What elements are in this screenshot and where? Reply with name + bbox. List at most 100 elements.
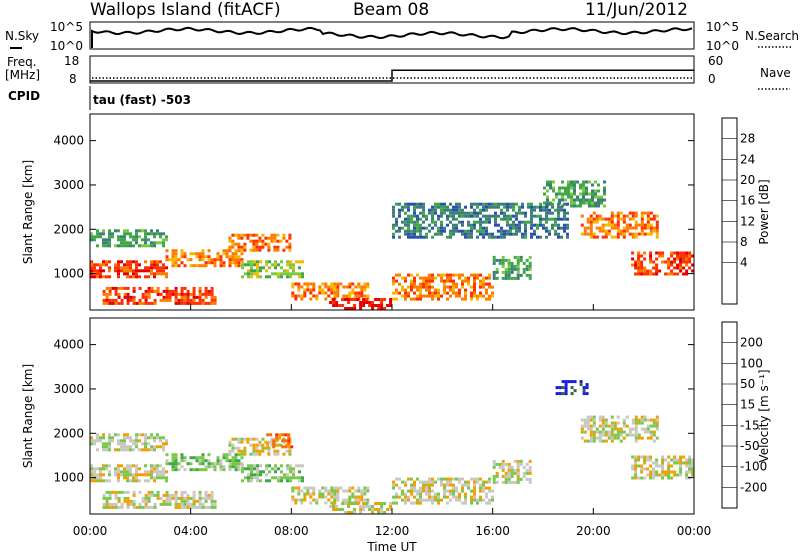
heatmap-cell: [90, 473, 93, 477]
heatmap-cell: [332, 304, 336, 307]
heatmap-cell: [280, 476, 283, 480]
heatmap-cell: [198, 264, 202, 268]
heatmap-cell: [135, 433, 138, 437]
heatmap-cell: [640, 421, 644, 425]
heatmap-cell: [589, 220, 593, 224]
heatmap-cell: [280, 272, 283, 276]
freq-tick-bottom: 8: [69, 72, 77, 86]
heatmap-cell: [262, 470, 265, 474]
heatmap-cell: [286, 464, 289, 468]
heatmap-cell: [289, 467, 292, 471]
heatmap-cell: [231, 245, 235, 249]
heatmap-cell: [277, 476, 280, 480]
heatmap-cell: [180, 496, 184, 500]
heatmap-cell: [473, 220, 476, 224]
heatmap-cell: [616, 223, 620, 227]
heatmap-cell: [652, 217, 656, 221]
heatmap-cell: [473, 489, 476, 493]
heatmap-cell: [171, 496, 175, 500]
heatmap-cell: [344, 511, 348, 514]
heatmap-cell: [601, 433, 605, 437]
heatmap-cell: [649, 436, 653, 440]
heatmap-cell: [652, 229, 656, 233]
heatmap-cell: [640, 266, 644, 270]
heatmap-cell: [144, 229, 147, 233]
heatmap-cell: [249, 443, 253, 447]
heatmap-cell: [643, 272, 647, 276]
heatmap-cell: [289, 275, 292, 279]
heatmap-cell: [482, 220, 485, 224]
heatmap-cell: [482, 486, 485, 490]
heatmap-cell: [413, 279, 416, 283]
heatmap-cell: [688, 461, 692, 465]
heatmap-cell: [162, 238, 165, 242]
heatmap-cell: [348, 495, 352, 499]
heatmap-cell: [105, 298, 109, 302]
heatmap-cell: [287, 442, 291, 446]
heatmap-cell: [90, 269, 93, 273]
heatmap-cell: [536, 214, 539, 218]
heatmap-cell: [135, 464, 138, 468]
heatmap-cell: [90, 266, 93, 270]
heatmap-cell: [237, 233, 241, 237]
heatmap-cell: [162, 499, 166, 503]
heatmap-cell: [507, 465, 511, 469]
heatmap-cell: [258, 245, 262, 249]
heatmap-cell: [422, 214, 425, 218]
heatmap-cell: [470, 223, 473, 227]
heatmap-cell: [135, 260, 138, 264]
heatmap-cell: [204, 505, 208, 509]
heatmap-cell: [570, 195, 573, 199]
heatmap-cell: [661, 455, 665, 459]
heatmap-cell: [234, 258, 238, 262]
heatmap-cell: [425, 276, 428, 280]
heatmap-cell: [580, 418, 584, 422]
heatmap-cell: [171, 453, 175, 457]
heatmap-cell: [300, 294, 304, 298]
heatmap-cell: [222, 252, 226, 256]
heatmap-cell: [102, 445, 105, 449]
heatmap-cell: [231, 446, 235, 450]
heatmap-cell: [539, 214, 542, 218]
heatmap-cell: [664, 458, 668, 462]
colorbar-tick-label: 12: [740, 214, 755, 228]
heatmap-cell: [398, 226, 401, 230]
heatmap-cell: [295, 272, 298, 276]
heatmap-cell: [446, 276, 449, 280]
heatmap-cell: [610, 214, 614, 218]
heatmap-cell: [464, 279, 467, 283]
heatmap-cell: [498, 462, 502, 466]
heatmap-cell: [330, 282, 334, 286]
heatmap-cell: [501, 462, 505, 466]
heatmap-cell: [488, 486, 491, 490]
heatmap-cell: [261, 233, 265, 237]
heatmap-cell: [440, 214, 443, 218]
heatmap-cell: [156, 436, 159, 440]
heatmap-cell: [153, 470, 156, 474]
heatmap-cell: [237, 242, 241, 246]
nave-label: Nave: [760, 66, 791, 80]
heatmap-cell: [207, 292, 211, 296]
heatmap-cell: [513, 255, 517, 259]
heatmap-cell: [129, 298, 133, 302]
heatmap-cell: [591, 198, 594, 202]
heatmap-cell: [93, 235, 96, 239]
heatmap-cell: [634, 467, 638, 471]
heatmap-cell: [165, 295, 169, 299]
heatmap-cell: [661, 470, 665, 474]
heatmap-cell: [120, 505, 124, 509]
heatmap-cell: [207, 301, 211, 305]
heatmap-cell: [156, 496, 160, 500]
heatmap-cell: [159, 473, 162, 477]
heatmap-cell: [500, 226, 503, 230]
heatmap-cell: [374, 298, 378, 301]
heatmap-cell: [494, 217, 497, 221]
heatmap-cell: [270, 440, 274, 444]
heatmap-cell: [189, 505, 193, 509]
heatmap-cell: [123, 470, 126, 474]
heatmap-cell: [510, 465, 514, 469]
heatmap-cell: [473, 288, 476, 292]
heatmap-cell: [566, 226, 569, 230]
heatmap-cell: [515, 214, 518, 218]
